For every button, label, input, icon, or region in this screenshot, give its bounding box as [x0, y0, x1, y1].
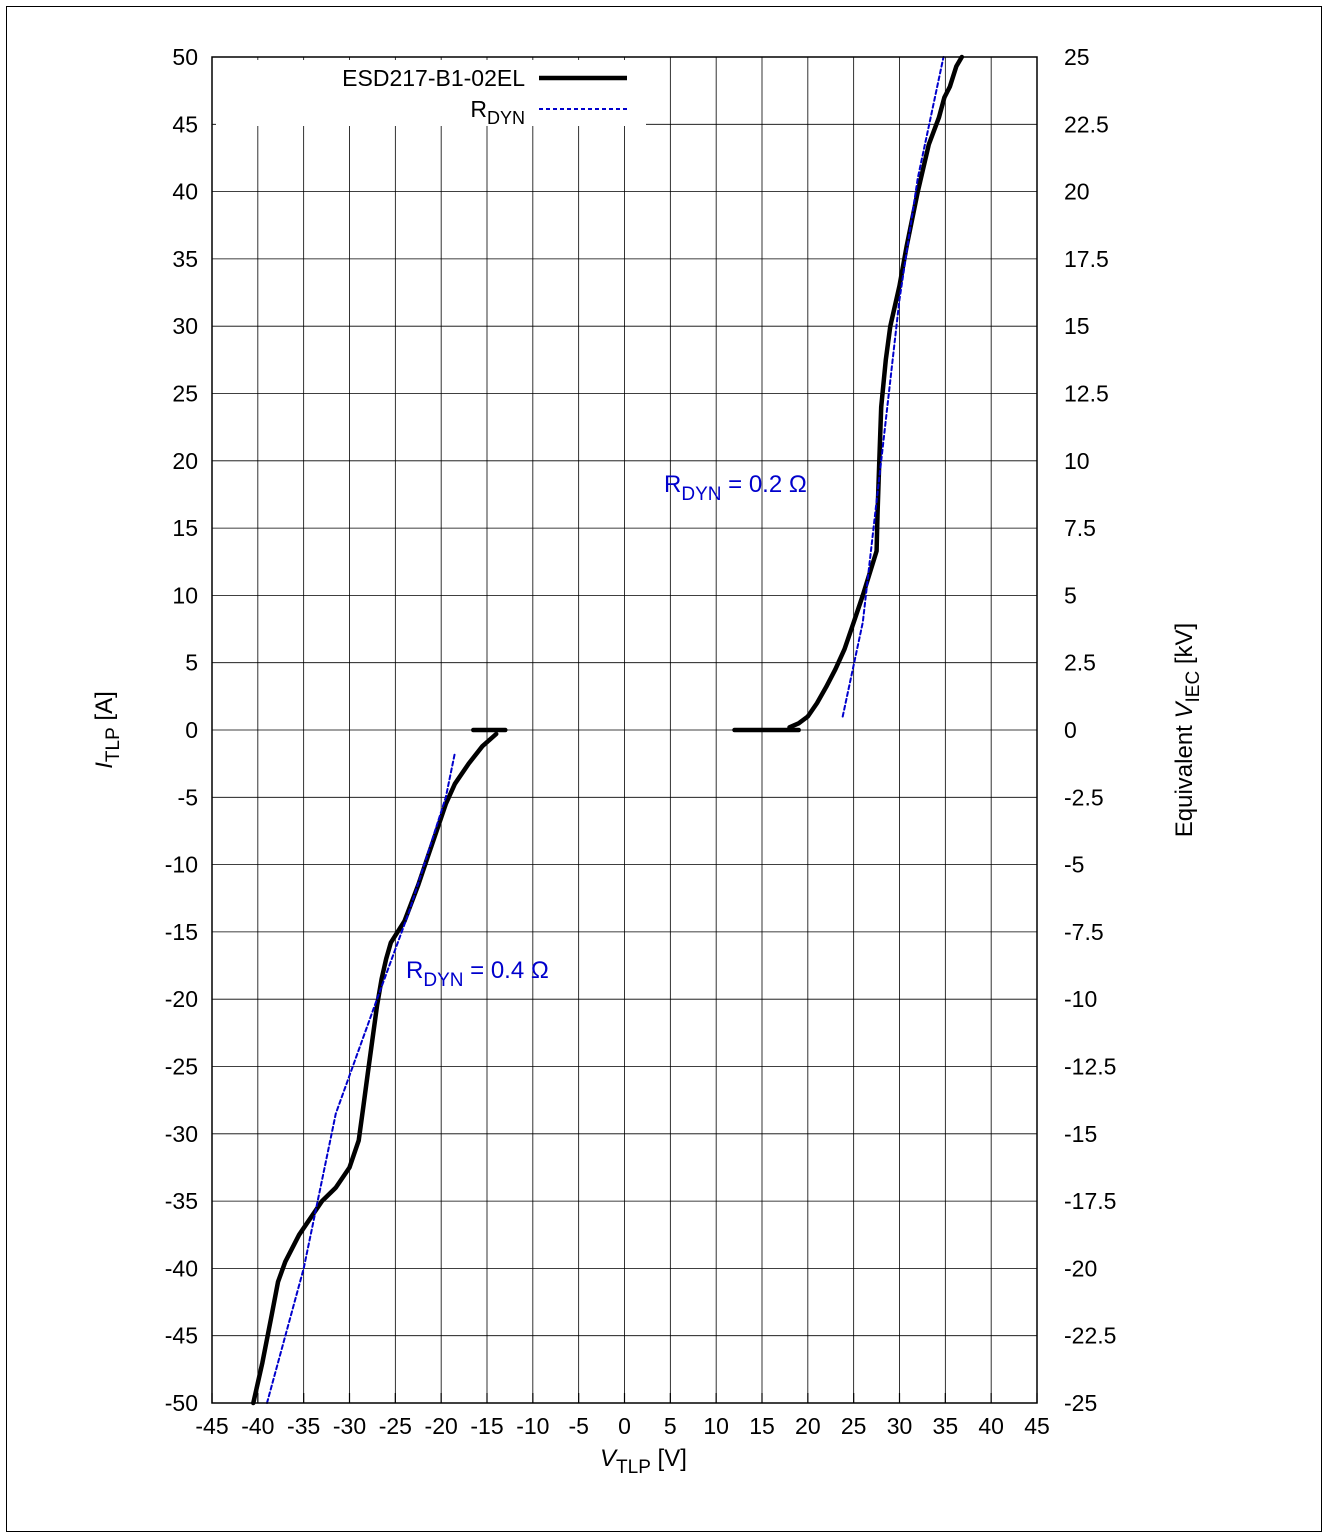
annotations: RDYN = 0.2 Ω RDYN = 0.4 Ω — [406, 471, 807, 991]
x-tick-label: -35 — [287, 1413, 320, 1439]
series-layer — [251, 54, 965, 1406]
y-tick-label: -20 — [165, 986, 198, 1012]
x-tick-label: 30 — [887, 1413, 913, 1439]
y-tick-label: 0 — [185, 717, 198, 743]
y-tick-label: -15 — [165, 919, 198, 945]
y-tick-label: 15 — [172, 515, 198, 541]
y2-tick-label: -7.5 — [1064, 919, 1104, 945]
y2-tick-label: -17.5 — [1064, 1188, 1116, 1214]
x-tick-label: -40 — [241, 1413, 274, 1439]
y2-tick-label: 5 — [1064, 582, 1077, 608]
y2-tick-label: 12.5 — [1064, 381, 1109, 407]
rdyn-annotation-positive: RDYN = 0.2 Ω — [664, 471, 807, 505]
y-tick-label: 35 — [172, 246, 198, 272]
y2-tick-label: 2.5 — [1064, 650, 1096, 676]
rdyn-fit-line — [841, 56, 945, 718]
y2-tick-label: 22.5 — [1064, 111, 1109, 137]
y2-tick-label: -25 — [1064, 1390, 1097, 1416]
y-axis-label: ITLP [A] — [91, 691, 124, 769]
y2-tick-label: 7.5 — [1064, 515, 1096, 541]
y-tick-label: -40 — [165, 1255, 198, 1281]
y-tick-label: -50 — [165, 1390, 198, 1416]
y-tick-label: 25 — [172, 381, 198, 407]
esd217-curve — [251, 731, 499, 1406]
y2-tick-label: -10 — [1064, 986, 1097, 1012]
y2-axis-label: Equivalent VIEC [kV] — [1171, 623, 1204, 837]
right-y-tick-labels: -25 -22.5 -20 -17.5 -15 -12.5 -10 -7.5 -5 -2.5 0 2.… — [1064, 44, 1116, 1416]
x-tick-label: -20 — [425, 1413, 458, 1439]
x-tick-label: 35 — [933, 1413, 959, 1439]
x-tick-label: -25 — [379, 1413, 412, 1439]
x-tick-label: 5 — [664, 1413, 677, 1439]
x-tick-label: 20 — [795, 1413, 821, 1439]
legend-label-esd217: ESD217-B1-02EL — [342, 65, 525, 91]
legend-background — [216, 60, 646, 126]
left-y-tick-labels: -50-45-40-35-30-25-20-15-10-505101520253… — [165, 44, 198, 1416]
y2-tick-label: -22.5 — [1064, 1323, 1116, 1349]
x-tick-label: 10 — [703, 1413, 729, 1439]
y2-tick-label: 25 — [1064, 44, 1090, 70]
figure-frame — [6, 6, 1322, 1532]
y-tick-label: 20 — [172, 448, 198, 474]
y-tick-label: -30 — [165, 1121, 198, 1147]
x-tick-label: 45 — [1024, 1413, 1050, 1439]
y-tick-label: 5 — [185, 650, 198, 676]
y-tick-label: 10 — [172, 582, 198, 608]
y-tick-label: -5 — [178, 784, 198, 810]
y-tick-label: -35 — [165, 1188, 198, 1214]
y-tick-label: 30 — [172, 313, 198, 339]
y2-tick-label: -2.5 — [1064, 784, 1104, 810]
y2-tick-label: 0 — [1064, 717, 1077, 743]
x-tick-label: 0 — [618, 1413, 631, 1439]
x-tick-label: 15 — [749, 1413, 775, 1439]
x-tick-label: -15 — [470, 1413, 503, 1439]
rdyn-annotation-negative: RDYN = 0.4 Ω — [406, 957, 549, 991]
plot-border — [211, 56, 1038, 1404]
y2-tick-label: -5 — [1064, 852, 1084, 878]
y2-tick-label: 20 — [1064, 179, 1090, 205]
y2-tick-label: -12.5 — [1064, 1054, 1116, 1080]
x-tick-label: 40 — [978, 1413, 1004, 1439]
y-tick-label: 45 — [172, 111, 198, 137]
x-axis-label: VTLP [V] — [600, 1445, 687, 1478]
x-tick-label: 25 — [841, 1413, 867, 1439]
legend-label-rdyn: RDYN — [470, 96, 525, 128]
esd217-curve — [787, 54, 965, 730]
y-tick-label: -10 — [165, 852, 198, 878]
grid-lines — [211, 56, 1038, 1404]
y2-tick-label: 15 — [1064, 313, 1090, 339]
y-tick-label: -45 — [165, 1323, 198, 1349]
y-tick-label: 40 — [172, 179, 198, 205]
y-tick-label: 50 — [172, 44, 198, 70]
legend: ESD217-B1-02EL RDYN — [216, 60, 646, 128]
y-tick-label: -25 — [165, 1054, 198, 1080]
x-tick-label: -30 — [333, 1413, 366, 1439]
x-tick-labels: -45 -40 -35 -30 -25 -20 -15 -10 -5 0 5 10 15 20 25 30 35… — [195, 1413, 1049, 1439]
x-tick-label: -10 — [516, 1413, 549, 1439]
rdyn-fit-line — [266, 751, 456, 1404]
y2-tick-label: -15 — [1064, 1121, 1097, 1147]
y2-tick-label: -20 — [1064, 1255, 1097, 1281]
y2-tick-label: 17.5 — [1064, 246, 1109, 272]
y2-tick-label: 10 — [1064, 448, 1090, 474]
x-tick-label: -5 — [568, 1413, 588, 1439]
x-tick-label: -45 — [195, 1413, 228, 1439]
